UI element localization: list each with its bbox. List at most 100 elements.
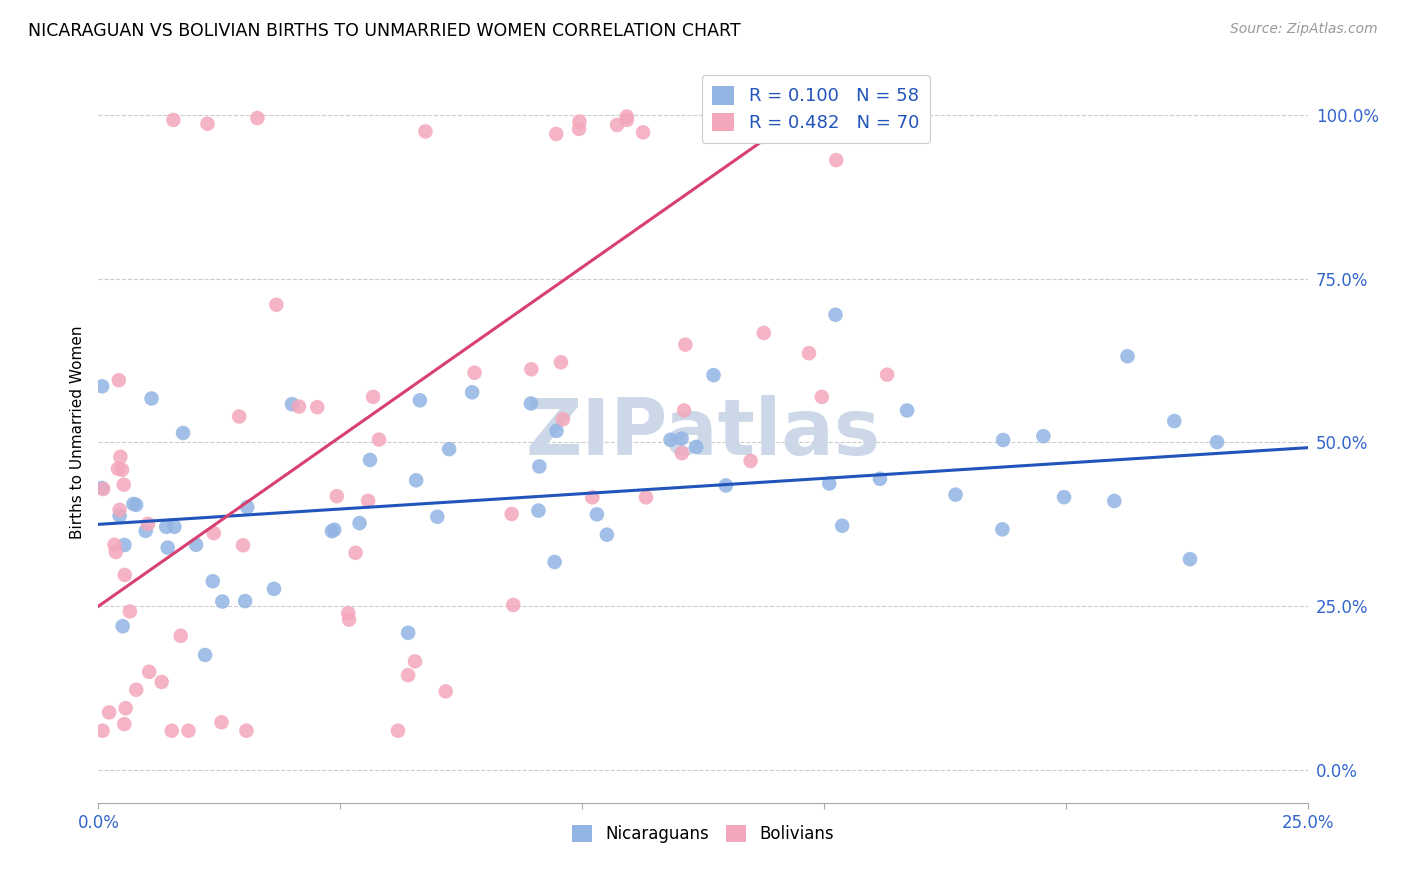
Point	[1053, 490, 1076, 504]
Point	[896, 403, 918, 417]
Point	[825, 153, 848, 168]
Point	[326, 489, 349, 503]
Point	[568, 122, 591, 136]
Point	[520, 396, 543, 410]
Point	[125, 682, 148, 697]
Point	[831, 518, 853, 533]
Point	[323, 523, 346, 537]
Point	[876, 368, 898, 382]
Point	[1116, 349, 1139, 363]
Point	[659, 433, 682, 447]
Point	[606, 118, 628, 132]
Point	[568, 114, 591, 128]
Point	[91, 379, 114, 393]
Point	[1178, 552, 1201, 566]
Point	[138, 665, 160, 679]
Point	[337, 613, 360, 627]
Point	[150, 675, 173, 690]
Point	[135, 524, 157, 538]
Point	[586, 508, 609, 522]
Point	[714, 478, 737, 492]
Point	[671, 446, 693, 460]
Point	[824, 308, 846, 322]
Point	[90, 481, 112, 495]
Point	[529, 459, 551, 474]
Text: ZIPatlas: ZIPatlas	[526, 394, 880, 471]
Point	[112, 717, 135, 731]
Point	[359, 453, 381, 467]
Point	[1104, 494, 1126, 508]
Point	[125, 498, 148, 512]
Point	[437, 442, 460, 457]
Point	[108, 508, 131, 523]
Point	[434, 684, 457, 698]
Point	[344, 546, 367, 560]
Point	[114, 538, 136, 552]
Point	[228, 409, 250, 424]
Point	[520, 362, 543, 376]
Point	[122, 497, 145, 511]
Point	[288, 400, 311, 414]
Point	[1032, 429, 1054, 443]
Point	[307, 400, 329, 414]
Point	[91, 482, 114, 496]
Text: Source: ZipAtlas.com: Source: ZipAtlas.com	[1230, 22, 1378, 37]
Point	[415, 124, 437, 138]
Point	[266, 298, 288, 312]
Point	[461, 385, 484, 400]
Point	[361, 390, 384, 404]
Point	[184, 538, 207, 552]
Point	[671, 432, 693, 446]
Point	[112, 477, 135, 491]
Point	[235, 723, 257, 738]
Point	[162, 112, 184, 127]
Point	[155, 520, 177, 534]
Point	[702, 368, 724, 383]
Point	[156, 541, 179, 555]
Point	[114, 568, 136, 582]
Point	[104, 545, 127, 559]
Point	[616, 110, 638, 124]
Point	[1163, 414, 1185, 428]
Point	[543, 555, 565, 569]
Point	[98, 706, 121, 720]
Point	[409, 393, 432, 408]
Point	[281, 397, 304, 411]
Point	[551, 412, 574, 426]
Point	[797, 346, 820, 360]
Point	[740, 454, 762, 468]
Point	[546, 424, 568, 438]
Point	[172, 425, 194, 440]
Point	[396, 668, 419, 682]
Point	[202, 526, 225, 541]
Point	[114, 701, 136, 715]
Point	[321, 524, 343, 538]
Point	[349, 516, 371, 530]
Point	[118, 605, 141, 619]
Point	[464, 366, 486, 380]
Text: NICARAGUAN VS BOLIVIAN BIRTHS TO UNMARRIED WOMEN CORRELATION CHART: NICARAGUAN VS BOLIVIAN BIRTHS TO UNMARRI…	[28, 22, 741, 40]
Point	[337, 606, 360, 620]
Point	[103, 538, 125, 552]
Point	[945, 488, 967, 502]
Point	[233, 594, 256, 608]
Point	[211, 715, 233, 730]
Point	[673, 403, 696, 417]
Point	[197, 117, 219, 131]
Point	[357, 493, 380, 508]
Point	[141, 392, 163, 406]
Point	[634, 491, 657, 505]
Point	[405, 473, 427, 487]
Point	[108, 373, 131, 387]
Point	[201, 574, 224, 589]
Point	[581, 491, 603, 505]
Point	[160, 723, 183, 738]
Point	[596, 527, 619, 541]
Point	[91, 723, 114, 738]
Point	[502, 598, 524, 612]
Point	[550, 355, 572, 369]
Point	[810, 390, 832, 404]
Point	[177, 723, 200, 738]
Point	[263, 582, 285, 596]
Point	[991, 433, 1014, 447]
